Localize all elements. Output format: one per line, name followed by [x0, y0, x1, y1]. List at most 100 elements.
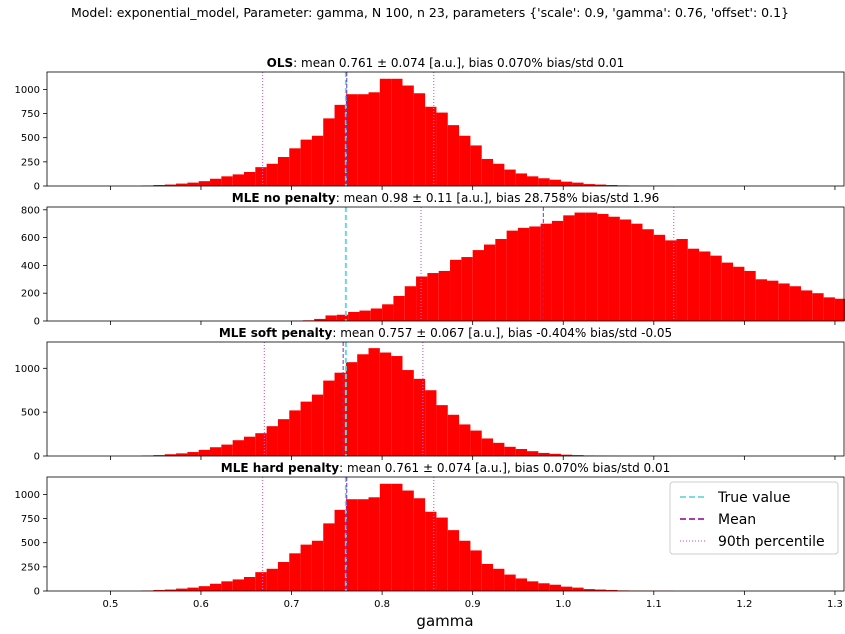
histogram-bar [289, 148, 301, 186]
histogram-bar [515, 448, 528, 456]
histogram-bar [461, 257, 473, 321]
panel-title-rest: : mean 0.761 ± 0.074 [a.u.], bias 0.070%… [339, 461, 670, 475]
histogram-panel-3: MLE soft penalty: mean 0.757 ± 0.067 [a.… [15, 326, 845, 463]
histogram-bar [345, 94, 358, 186]
histogram-bar [436, 517, 448, 591]
histogram-bar [336, 314, 349, 321]
histogram-bar [379, 352, 392, 456]
histogram-bar [572, 182, 584, 186]
histogram-bar [493, 442, 505, 456]
histogram-bar [427, 273, 439, 321]
panel-title-bold: OLS [267, 56, 294, 70]
histogram-bar [594, 589, 607, 591]
histogram-bar [493, 568, 505, 591]
histogram-bar [153, 455, 165, 456]
histogram-bar [483, 244, 496, 321]
histogram-bar [800, 290, 813, 321]
histogram-bar [470, 430, 482, 456]
histogram-bar [447, 125, 460, 186]
panel-frame [46, 71, 845, 187]
y-tick-label: 500 [21, 538, 40, 549]
histogram-bar [198, 586, 211, 591]
y-tick-label: 0 [34, 587, 40, 598]
histogram-bar [527, 176, 539, 186]
histogram-panel-4: MLE hard penalty: mean 0.761 ± 0.074 [a.… [15, 461, 845, 610]
y-tick-label: 1000 [15, 85, 40, 96]
histogram-bar [153, 590, 165, 591]
x-tick-label: 1.1 [646, 599, 662, 610]
histogram-bar [289, 410, 301, 456]
histogram-bar [393, 295, 405, 321]
histogram-bar [391, 356, 403, 456]
histogram-bar [153, 185, 165, 186]
histogram-bar [438, 270, 451, 321]
histogram-bar [572, 455, 584, 456]
histogram-panel-1: OLS: mean 0.761 ± 0.074 [a.u.], bias 0.0… [15, 56, 845, 193]
histogram-bar [221, 444, 233, 456]
histogram-bar [300, 139, 312, 186]
histogram-bar [619, 219, 632, 321]
x-tick-label: 0.9 [465, 599, 481, 610]
legend-box [669, 481, 839, 555]
x-tick-label: 1.2 [736, 599, 752, 610]
histogram-bar [187, 587, 199, 591]
histogram-bar [289, 553, 301, 591]
histogram-bar [517, 227, 530, 321]
histogram-bar [459, 540, 471, 591]
histogram-bar [778, 283, 790, 321]
histogram-bar [789, 286, 801, 321]
histogram-bar [676, 238, 688, 321]
panel-title-rest: : mean 0.761 ± 0.074 [a.u.], bias 0.070%… [293, 56, 624, 70]
histogram-bar [277, 157, 290, 186]
histogram-bar [255, 167, 267, 186]
legend-label: True value [717, 490, 790, 506]
histogram-bar [210, 178, 222, 186]
histogram-bar [379, 483, 392, 591]
histogram-bar [187, 452, 199, 456]
histogram-bar [359, 310, 371, 321]
histogram-bar [357, 354, 369, 456]
histogram-bar [560, 181, 573, 186]
histogram-bar [357, 499, 369, 591]
histogram-bar [481, 158, 494, 186]
histogram-bar [481, 563, 494, 591]
figure-suptitle: Model: exponential_model, Parameter: gam… [71, 5, 789, 20]
x-tick-label: 0.6 [193, 599, 209, 610]
histogram-bar [436, 112, 448, 186]
histogram-bar [334, 104, 346, 186]
histogram-bar [687, 248, 700, 321]
histogram-bar [733, 266, 745, 321]
x-axis-label: gamma [416, 612, 473, 630]
histogram-bar [527, 581, 539, 591]
histogram-bar [198, 449, 211, 456]
histogram-bar [413, 498, 426, 591]
x-tick-label: 1.3 [827, 599, 843, 610]
histogram-bar [402, 85, 414, 186]
histogram-bar [459, 135, 471, 186]
histogram-bar [379, 78, 392, 186]
histogram-bar [368, 348, 380, 456]
histogram-bar [416, 276, 428, 321]
x-tick-label: 0.5 [102, 599, 118, 610]
histogram-bar [413, 378, 426, 456]
histogram-bar [187, 182, 199, 186]
histogram-bar [665, 240, 677, 321]
y-tick-label: 750 [21, 109, 40, 120]
y-tick-label: 500 [21, 408, 40, 419]
x-tick-label: 0.7 [284, 599, 300, 610]
histogram-bar [504, 446, 516, 456]
y-tick-label: 800 [21, 205, 40, 216]
histogram-bar [255, 433, 267, 456]
histogram-bar [277, 419, 290, 456]
legend: True value Mean 90th percentile [669, 481, 839, 555]
histogram-bar [243, 576, 256, 591]
histogram-bar [538, 178, 550, 186]
histogram-panel-2: MLE no penalty: mean 0.98 ± 0.11 [a.u.],… [21, 191, 845, 328]
histogram-bar [504, 574, 516, 591]
histogram-bar [631, 223, 643, 321]
histogram-bar [176, 183, 188, 186]
histogram-bar [529, 226, 541, 321]
histogram-bar [574, 212, 586, 321]
histogram-bar [823, 297, 835, 321]
